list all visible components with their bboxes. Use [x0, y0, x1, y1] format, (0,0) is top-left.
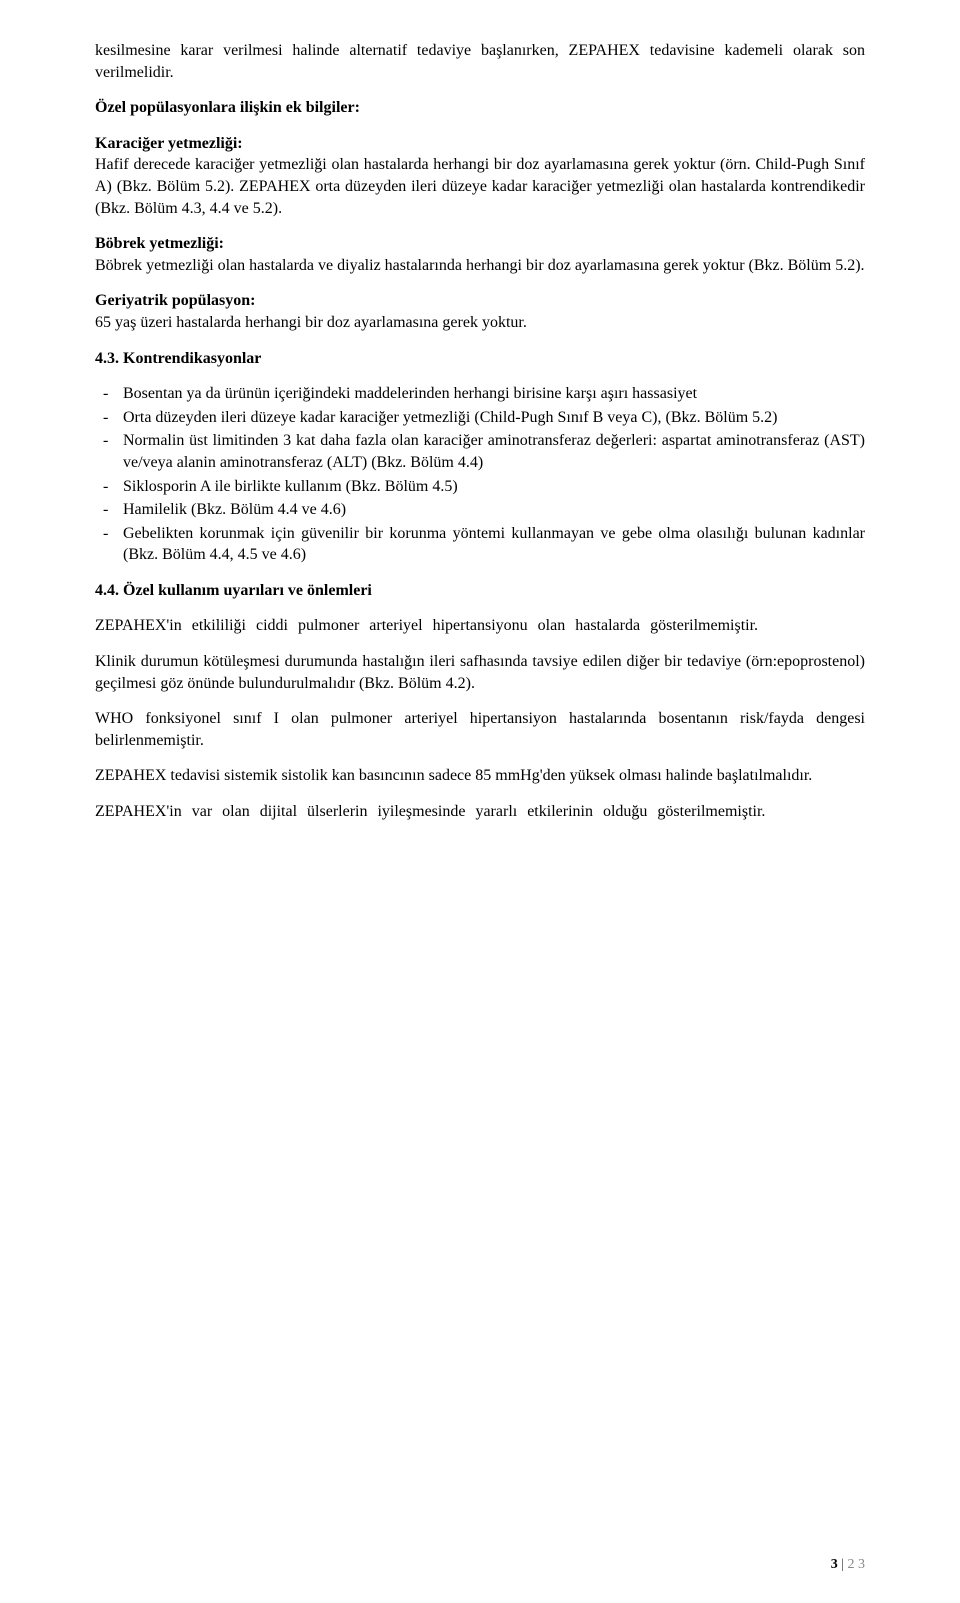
paragraph-kidney: Böbrek yetmezliği: Böbrek yetmezliği ola… — [95, 233, 865, 276]
label-kidney: Böbrek yetmezliği: — [95, 235, 224, 252]
text: Hafif derecede karaciğer yetmezliği olan… — [95, 156, 865, 216]
page-footer: 3 | 2 3 — [831, 1557, 865, 1573]
list-item: Hamilelik (Bkz. Bölüm 4.4 ve 4.6) — [95, 499, 865, 521]
list-item: Orta düzeyden ileri düzeye kadar karaciğ… — [95, 407, 865, 429]
paragraph: ZEPAHEX'in etkililiği ciddi pulmoner art… — [95, 615, 865, 637]
paragraph: Klinik durumun kötüleşmesi durumunda has… — [95, 651, 865, 694]
paragraph-geriatric: Geriyatrik popülasyon: 65 yaş üzeri hast… — [95, 290, 865, 333]
page-number: 3 — [831, 1557, 838, 1572]
paragraph-liver: Karaciğer yetmezliği: Hafif derecede kar… — [95, 133, 865, 219]
label-liver: Karaciğer yetmezliği: — [95, 135, 243, 152]
subheading-special-populations: Özel popülasyonlara ilişkin ek bilgiler: — [95, 97, 865, 119]
contraindication-list: Bosentan ya da ürünün içeriğindeki madde… — [95, 383, 865, 566]
paragraph: ZEPAHEX tedavisi sistemik sistolik kan b… — [95, 765, 865, 787]
paragraph: kesilmesine karar verilmesi halinde alte… — [95, 40, 865, 83]
text: Böbrek yetmezliği olan hastalarda ve diy… — [95, 257, 865, 274]
list-item: Siklosporin A ile birlikte kullanım (Bkz… — [95, 476, 865, 498]
list-item: Normalin üst limitinden 3 kat daha fazla… — [95, 430, 865, 473]
page-container: kesilmesine karar verilmesi halinde alte… — [0, 0, 960, 1603]
paragraph: ZEPAHEX'in var olan dijital ülserlerin i… — [95, 801, 865, 823]
heading-4-3: 4.3. Kontrendikasyonlar — [95, 348, 865, 370]
label-geriatric: Geriyatrik popülasyon: — [95, 292, 255, 309]
list-item: Bosentan ya da ürünün içeriğindeki madde… — [95, 383, 865, 405]
page-total: 2 3 — [848, 1557, 866, 1572]
list-item: Gebelikten korunmak için güvenilir bir k… — [95, 523, 865, 566]
text: 65 yaş üzeri hastalarda herhangi bir doz… — [95, 314, 527, 331]
paragraph: WHO fonksiyonel sınıf I olan pulmoner ar… — [95, 708, 865, 751]
heading-4-4: 4.4. Özel kullanım uyarıları ve önlemler… — [95, 580, 865, 602]
